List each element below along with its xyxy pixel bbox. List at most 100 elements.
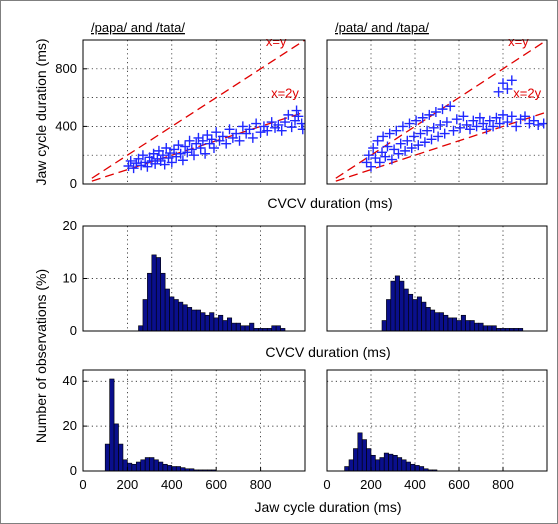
hist-cvcv-right-bar-25 [491, 325, 497, 331]
scatter-right-point-35 [437, 104, 448, 115]
ylabel-top: Jaw cycle duration (ms) [33, 38, 49, 185]
hist-jaw-left-bar-17 [180, 467, 186, 471]
hist-cvcv-left-bar-10 [182, 304, 188, 331]
hist-cvcv-right-bar-0 [381, 320, 387, 331]
hist-cvcv-left-bar-16 [209, 312, 215, 331]
hist-cvcv-left-bar-12 [191, 309, 197, 331]
scatter-right-point-27 [419, 137, 430, 148]
hist-cvcv-left-marks [138, 254, 286, 331]
scatter-left-point-54 [255, 127, 266, 138]
scatter-right-point-32 [430, 107, 441, 117]
scatter-right-point-14 [391, 125, 402, 136]
scatter-right-point-50 [484, 115, 495, 126]
scatter-left-point-56 [262, 125, 273, 136]
scatter-left-point-38 [204, 138, 215, 149]
hist-jaw-left-ytick-label-0: 0 [70, 463, 77, 478]
hist-jaw-right-bar-13 [401, 459, 407, 471]
scatter-left-point-61 [280, 117, 291, 128]
hist-cvcv-left-ytick-label-2: 20 [63, 218, 77, 233]
hist-cvcv-left-bar-4 [155, 257, 161, 331]
hist-cvcv-right-bar-8 [416, 296, 422, 331]
hist-jaw-right-bar-9 [383, 452, 389, 471]
hist-jaw-left-bar-1 [109, 378, 115, 471]
hist-cvcv-right-axes [326, 225, 548, 332]
scatter-left-point-67 [296, 118, 305, 129]
hist-cvcv-left-bar-13 [195, 309, 201, 331]
hist-jaw-left-axes [82, 369, 306, 472]
scatter-left-point-60 [276, 125, 287, 136]
hist-cvcv-left-bar-31 [275, 325, 281, 331]
scatter-left-point-24 [173, 140, 184, 151]
scatter-left-point-29 [184, 135, 195, 146]
scatter-right-point-63 [538, 118, 547, 129]
scatter-right-point-36 [439, 128, 450, 139]
scatter-left-point-31 [189, 150, 199, 161]
hist-cvcv-left-bar-22 [235, 322, 241, 331]
scatter-left-point-52 [247, 132, 258, 143]
hist-cvcv-right-bar-11 [430, 309, 436, 331]
scatter-right-point-0 [361, 157, 372, 168]
scatter-left-title: /papa/ and /tata/ [91, 20, 185, 35]
scatter-right-point-67 [506, 75, 517, 86]
scatter-right-point-22 [408, 131, 419, 142]
hist-cvcv-right-bar-9 [421, 301, 427, 331]
hist-cvcv-left-bar-3 [151, 254, 157, 331]
hist-cvcv-right-bar-5 [403, 288, 409, 331]
scatter-left-axes [82, 39, 306, 185]
scatter-right-point-61 [528, 115, 539, 126]
hist-jaw-right-bar-2 [353, 448, 359, 471]
hist-cvcv-right-bar-20 [469, 320, 475, 331]
scatter-left-refline-0 [91, 40, 305, 179]
scatter-left-point-11 [148, 148, 159, 159]
hist-jaw-right-bar-0 [344, 466, 350, 471]
scatter-right-point-34 [435, 119, 446, 130]
hist-cvcv-left-bar-23 [240, 325, 246, 331]
hist-jaw-right-xtick-label-3: 600 [448, 477, 470, 492]
scatter-right-point-55 [502, 117, 513, 128]
hist-cvcv-left-bar-18 [218, 314, 224, 331]
scatter-left-point-7 [140, 157, 151, 168]
scatter-left-point-68 [297, 124, 305, 135]
hist-cvcv-right-bar-4 [399, 280, 405, 331]
scatter-right-point-31 [428, 122, 439, 133]
scatter-left-point-43 [217, 131, 228, 142]
hist-cvcv-right-bar-6 [408, 293, 414, 331]
scatter-right-point-9 [380, 151, 391, 162]
scatter-left-point-21 [166, 157, 177, 168]
scatter-right-point-3 [368, 143, 379, 153]
scatter-left-refline-label-1: x=2y [271, 86, 299, 101]
hist-jaw-left-xtick-label-3: 600 [205, 477, 227, 492]
hist-jaw-right-bar-3 [357, 432, 363, 471]
hist-jaw-right-marks [344, 432, 438, 471]
scatter-right-point-33 [433, 131, 444, 142]
xlabel-mid: CVCV duration (ms) [265, 344, 390, 360]
scatter-left-ytick-label-2: 800 [55, 61, 77, 76]
hist-cvcv-left-bar-15 [204, 314, 210, 331]
scatter-left-point-39 [206, 134, 217, 145]
hist-jaw-right-xtick-label-1: 200 [360, 477, 382, 492]
hist-jaw-left-bar-14 [167, 465, 173, 471]
scatter-left-point-34 [195, 143, 206, 153]
hist-jaw-right-bar-6 [370, 454, 376, 471]
hist-cvcv-left-bar-14 [200, 312, 206, 331]
scatter-left-point-3 [131, 158, 142, 169]
scatter-right-point-6 [374, 157, 385, 168]
hist-jaw-left-bar-2 [113, 423, 119, 471]
hist-cvcv-left-bar-9 [178, 301, 184, 331]
hist-jaw-right-xtick-label-0: 0 [323, 477, 330, 492]
hist-cvcv-left-bar-24 [244, 325, 250, 331]
scatter-right-refline-label-0: x=y [508, 34, 529, 49]
hist-cvcv-right-bar-3 [394, 275, 400, 331]
hist-cvcv-left-bar-8 [173, 299, 179, 331]
scatter-right-point-12 [386, 154, 397, 165]
hist-jaw-left-bar-10 [149, 457, 155, 471]
scatter-right-point-54 [498, 109, 508, 120]
hist-jaw-left-xtick-label-2: 400 [161, 477, 183, 492]
scatter-right-refline-label-1: x=2y [513, 86, 541, 101]
hist-cvcv-left-bar-30 [271, 325, 277, 331]
hist-cvcv-left-bar-20 [227, 317, 233, 331]
scatter-right-point-2 [366, 161, 376, 172]
